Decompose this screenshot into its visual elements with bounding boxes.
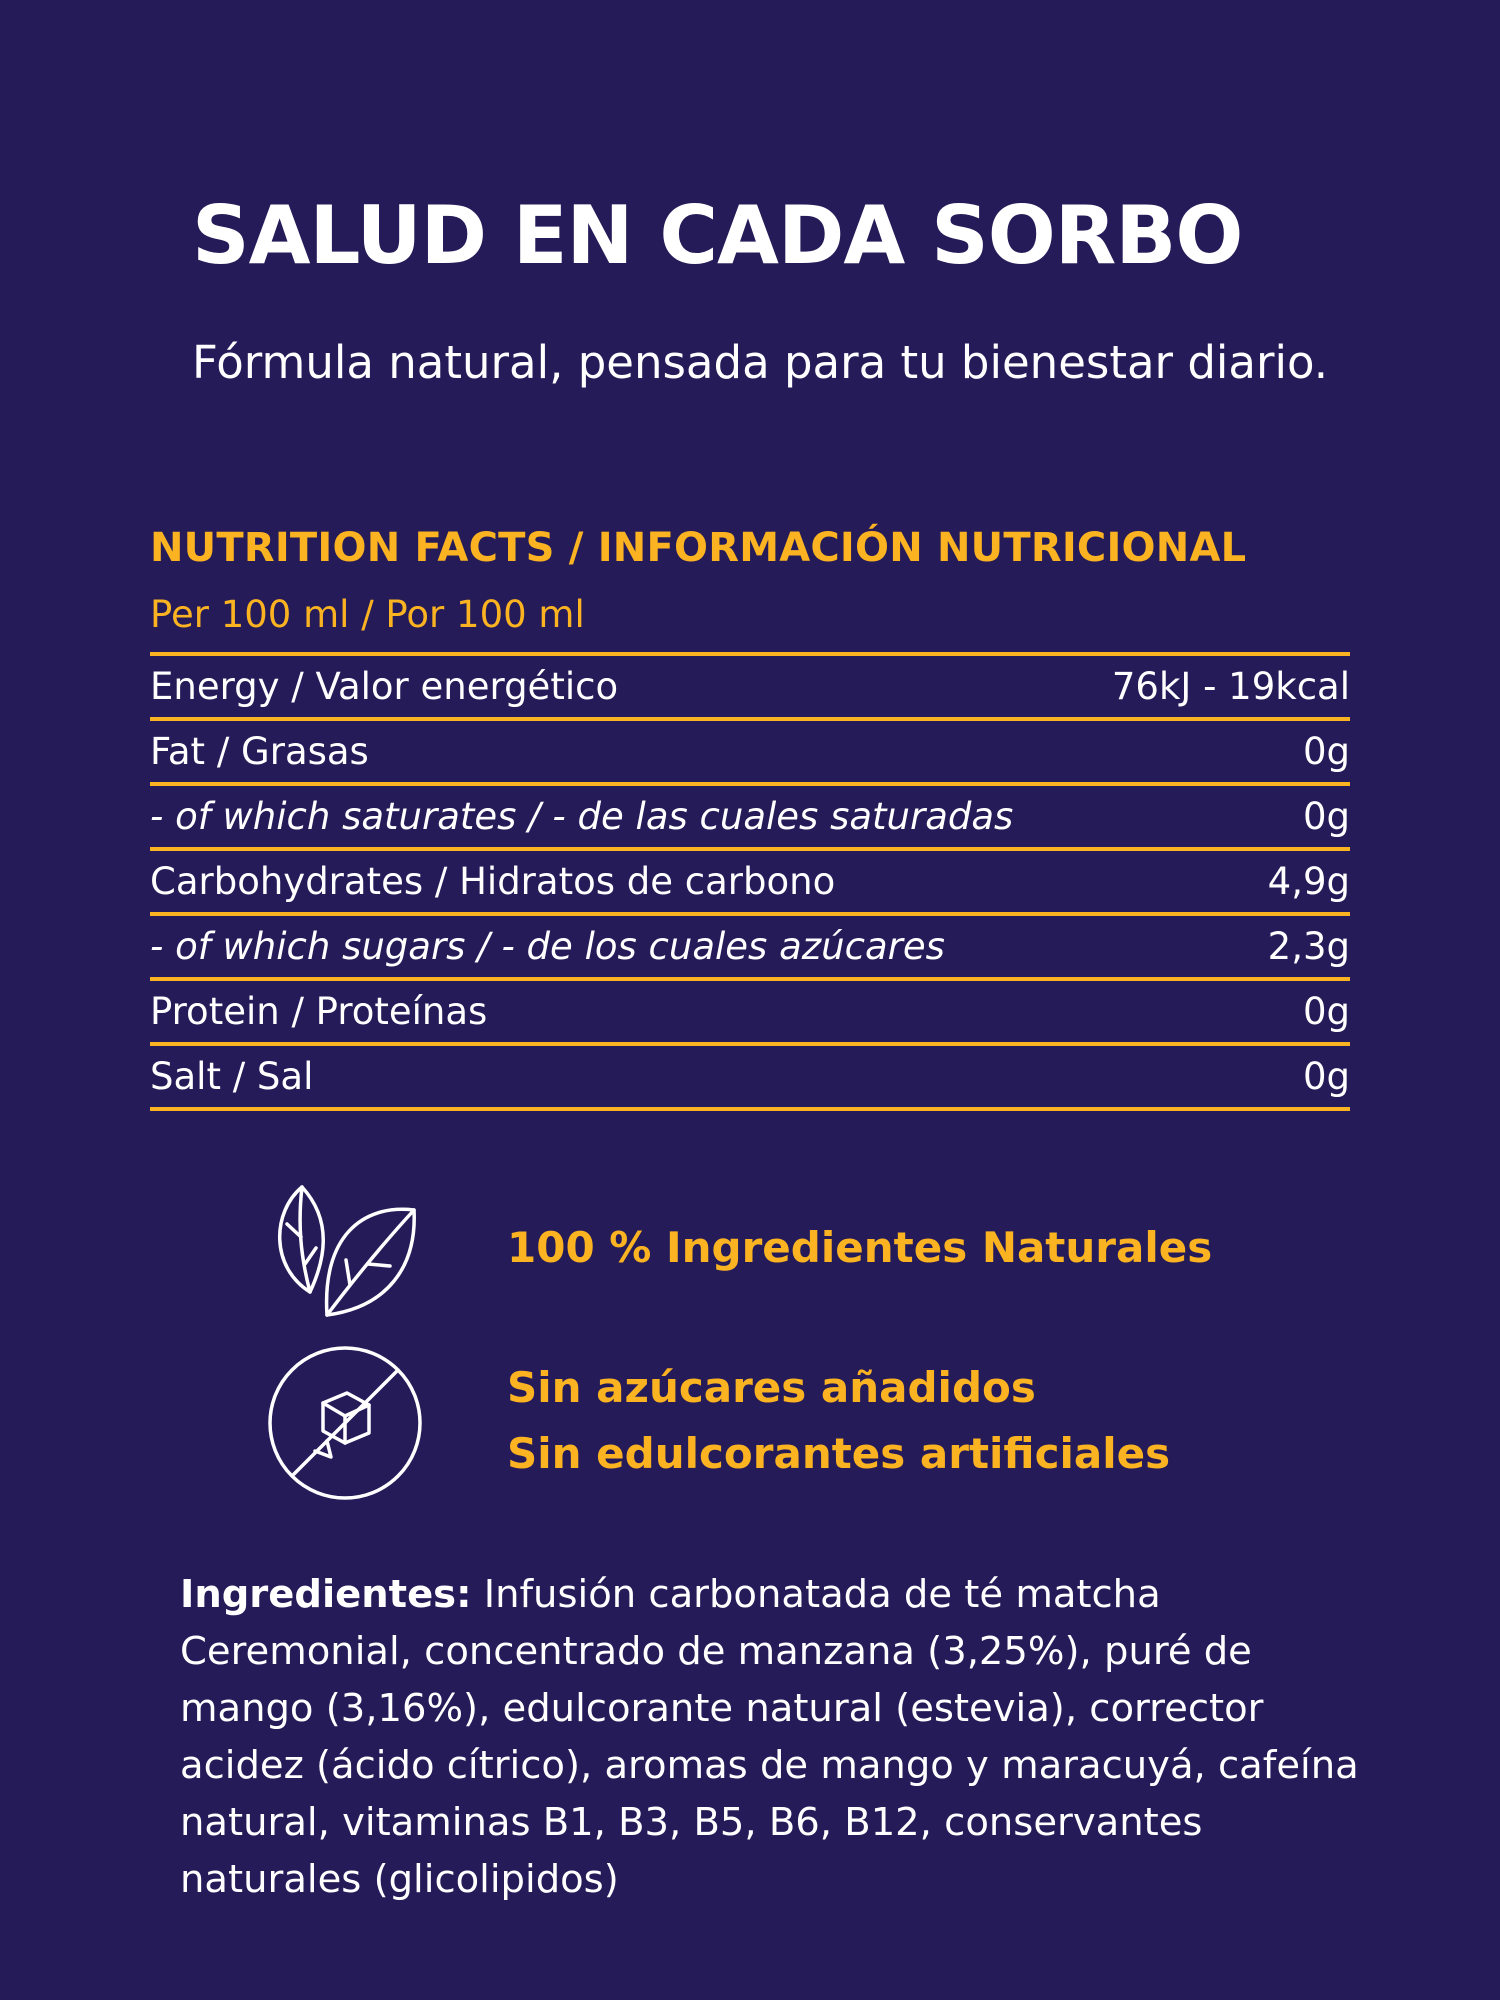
nutrition-label: Salt / Sal: [150, 1055, 314, 1098]
nutrition-row-salt: Salt / Sal 0g: [150, 1046, 1350, 1111]
nutrition-row-fat: Fat / Grasas 0g: [150, 721, 1350, 786]
nutrition-label: Protein / Proteínas: [150, 990, 488, 1033]
nutrition-table: Energy / Valor energético 76kJ - 19kcal …: [150, 652, 1350, 1111]
claim-natural: 100 % Ingredientes Naturales: [507, 1223, 1213, 1272]
nutrition-row-carbohydrates: Carbohydrates / Hidratos de carbono 4,9g: [150, 851, 1350, 916]
nutrition-value: 0g: [1302, 795, 1350, 838]
nutrition-value: 76kJ - 19kcal: [1111, 665, 1350, 708]
leaves-icon: [278, 1185, 416, 1317]
claims-section: 100 % Ingredientes Naturales Sin azúcare…: [0, 1175, 1500, 1505]
nutrition-row-sugars: - of which sugars / - de los cuales azúc…: [150, 916, 1350, 981]
ingredients-text: Ingredientes: Infusión carbonatada de té…: [180, 1566, 1360, 1908]
nutrition-value: 2,3g: [1267, 925, 1350, 968]
nutrition-label: Carbohydrates / Hidratos de carbono: [150, 860, 836, 903]
ingredients-label: Ingredientes:: [180, 1572, 472, 1617]
nutrition-label: - of which saturates / - de las cuales s…: [150, 795, 1014, 838]
no-sugar-icon: [268, 1346, 422, 1500]
nutrition-row-energy: Energy / Valor energético 76kJ - 19kcal: [150, 656, 1350, 721]
claim-no-sweeteners: Sin edulcorantes artificiales: [507, 1429, 1171, 1478]
nutrition-value: 0g: [1302, 990, 1350, 1033]
ingredients-list: Infusión carbonatada de té matcha Ceremo…: [180, 1572, 1359, 1902]
nutrition-label: Energy / Valor energético: [150, 665, 619, 708]
nutrition-row-protein: Protein / Proteínas 0g: [150, 981, 1350, 1046]
subheadline: Fórmula natural, pensada para tu bienest…: [192, 336, 1329, 389]
nutrition-value: 4,9g: [1267, 860, 1350, 903]
nutrition-per: Per 100 ml / Por 100 ml: [150, 593, 585, 636]
nutrition-label: Fat / Grasas: [150, 730, 369, 773]
nutrition-value: 0g: [1302, 1055, 1350, 1098]
nutrition-row-saturates: - of which saturates / - de las cuales s…: [150, 786, 1350, 851]
claim-no-sugar: Sin azúcares añadidos: [507, 1363, 1036, 1412]
nutrition-value: 0g: [1302, 730, 1350, 773]
nutrition-label: - of which sugars / - de los cuales azúc…: [150, 925, 945, 968]
nutrition-title: NUTRITION FACTS / INFORMACIÓN NUTRICIONA…: [150, 525, 1247, 571]
headline: SALUD EN CADA SORBO: [192, 189, 1243, 282]
